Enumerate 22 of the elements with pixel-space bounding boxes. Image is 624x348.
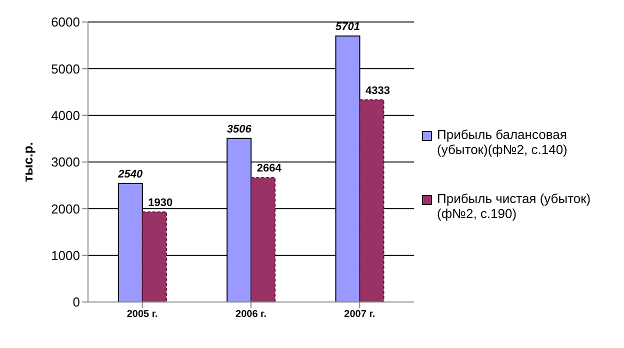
y-axis-title: тыс.р. bbox=[20, 142, 36, 182]
y-tick-label: 5000 bbox=[51, 61, 80, 76]
x-tick-label: 2006 г. bbox=[236, 309, 267, 320]
y-tick-label: 6000 bbox=[51, 14, 80, 30]
bar bbox=[250, 177, 276, 302]
data-label: 2540 bbox=[117, 168, 144, 180]
y-tick-label: 0 bbox=[72, 294, 80, 310]
x-tick-label: 2007 г. bbox=[344, 309, 376, 320]
data-label: 5701 bbox=[336, 20, 360, 33]
x-tick-label: 2005 г. bbox=[126, 309, 158, 320]
y-tick-label: 1000 bbox=[51, 248, 80, 263]
data-label: 4333 bbox=[366, 84, 390, 97]
bar bbox=[142, 211, 167, 302]
data-label: 3506 bbox=[226, 123, 252, 136]
bar bbox=[359, 99, 384, 302]
legend-label: Прибыль балансовая (убыток)(ф№2, с.140) bbox=[437, 127, 568, 157]
y-tick-label: 2000 bbox=[51, 201, 80, 216]
legend-label: Прибыль чистая (убыток) (ф№2, с.190) bbox=[437, 191, 592, 221]
y-tick-label: 4000 bbox=[51, 108, 80, 123]
data-label: 1930 bbox=[148, 196, 173, 209]
data-label: 2664 bbox=[256, 162, 282, 175]
y-tick-label: 3000 bbox=[51, 154, 80, 170]
